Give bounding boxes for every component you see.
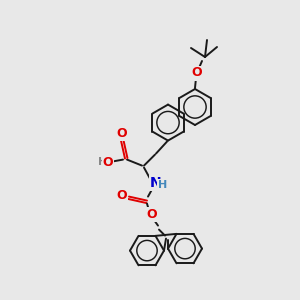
Text: O: O [103, 156, 113, 169]
Text: O: O [117, 127, 127, 140]
Text: H: H [98, 157, 108, 166]
Text: N: N [150, 176, 162, 190]
Text: O: O [147, 208, 157, 221]
Text: H: H [158, 180, 168, 190]
Text: O: O [192, 67, 202, 80]
Text: O: O [117, 189, 127, 202]
